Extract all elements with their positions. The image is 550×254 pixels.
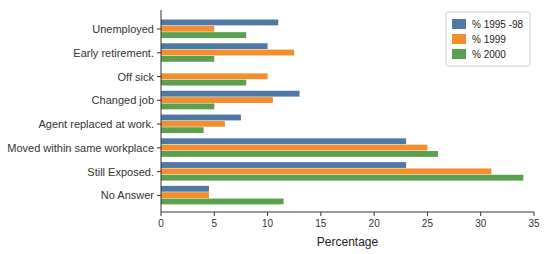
x-tick-label: 0 — [158, 218, 164, 229]
y-tick — [157, 124, 161, 125]
bar — [161, 138, 406, 144]
bar — [161, 32, 246, 38]
legend-label: % 1999 — [472, 34, 506, 45]
y-tick-label: No Answer — [101, 189, 155, 201]
bar — [161, 175, 523, 181]
x-tick — [161, 212, 162, 216]
x-tick-label: 35 — [528, 218, 540, 229]
x-tick-label: 5 — [212, 218, 218, 229]
bar — [161, 73, 268, 79]
y-tick-label: Unemployed — [92, 23, 154, 35]
x-tick-label: 20 — [369, 218, 381, 229]
x-tick — [480, 212, 481, 216]
bar — [161, 43, 268, 49]
y-tick — [157, 195, 161, 196]
y-tick-label: Agent replaced at work. — [38, 118, 154, 130]
bar — [161, 186, 209, 192]
bar — [161, 127, 204, 133]
bar — [161, 145, 427, 151]
bar — [161, 162, 406, 168]
legend-label: % 1995 -98 — [472, 19, 524, 30]
bar — [161, 103, 214, 109]
x-tick-label: 15 — [315, 218, 327, 229]
y-tick — [157, 76, 161, 77]
bar — [161, 97, 273, 103]
bar — [161, 151, 438, 157]
x-tick-label: 10 — [262, 218, 274, 229]
bar — [161, 168, 491, 174]
bar — [161, 192, 209, 198]
y-tick-label: Still Exposed. — [87, 166, 154, 178]
x-tick-label: 25 — [422, 218, 434, 229]
x-tick — [427, 212, 428, 216]
y-tick-label: Off sick — [118, 71, 155, 83]
y-tick-label: Changed job — [92, 94, 154, 106]
y-tick — [157, 100, 161, 101]
x-tick — [534, 212, 535, 216]
axes: 0 5 10 15 20 25 30 35 No Answer Still Exposed. Mov… — [7, 10, 540, 229]
legend: % 1995 -98 % 1999 % 2000 — [446, 12, 530, 66]
bar — [161, 56, 214, 62]
x-tick-label: 30 — [475, 218, 487, 229]
bar — [161, 115, 241, 121]
y-tick — [157, 52, 161, 53]
chart: 0 5 10 15 20 25 30 35 No Answer Still Exposed. Mov… — [0, 0, 550, 254]
legend-swatch — [452, 19, 466, 29]
legend-swatch — [452, 49, 466, 59]
bar — [161, 80, 246, 86]
bar — [161, 199, 284, 205]
y-tick — [157, 29, 161, 30]
x-tick — [320, 212, 321, 216]
x-tick — [214, 212, 215, 216]
bar — [161, 91, 300, 97]
x-axis-line — [161, 212, 534, 213]
x-axis-label: Percentage — [317, 235, 379, 249]
bar — [161, 50, 294, 56]
legend-label: % 2000 — [472, 49, 506, 60]
y-axis-line — [161, 10, 162, 212]
y-tick-label: Early retirement. — [73, 47, 154, 59]
y-tick — [157, 171, 161, 172]
legend-swatch — [452, 34, 466, 44]
x-tick — [267, 212, 268, 216]
legend-box — [446, 12, 530, 66]
bar — [161, 121, 225, 127]
y-tick-label: Moved within same workplace — [7, 142, 154, 154]
bar — [161, 20, 278, 26]
y-tick — [157, 147, 161, 148]
bar — [161, 26, 214, 32]
x-tick — [374, 212, 375, 216]
